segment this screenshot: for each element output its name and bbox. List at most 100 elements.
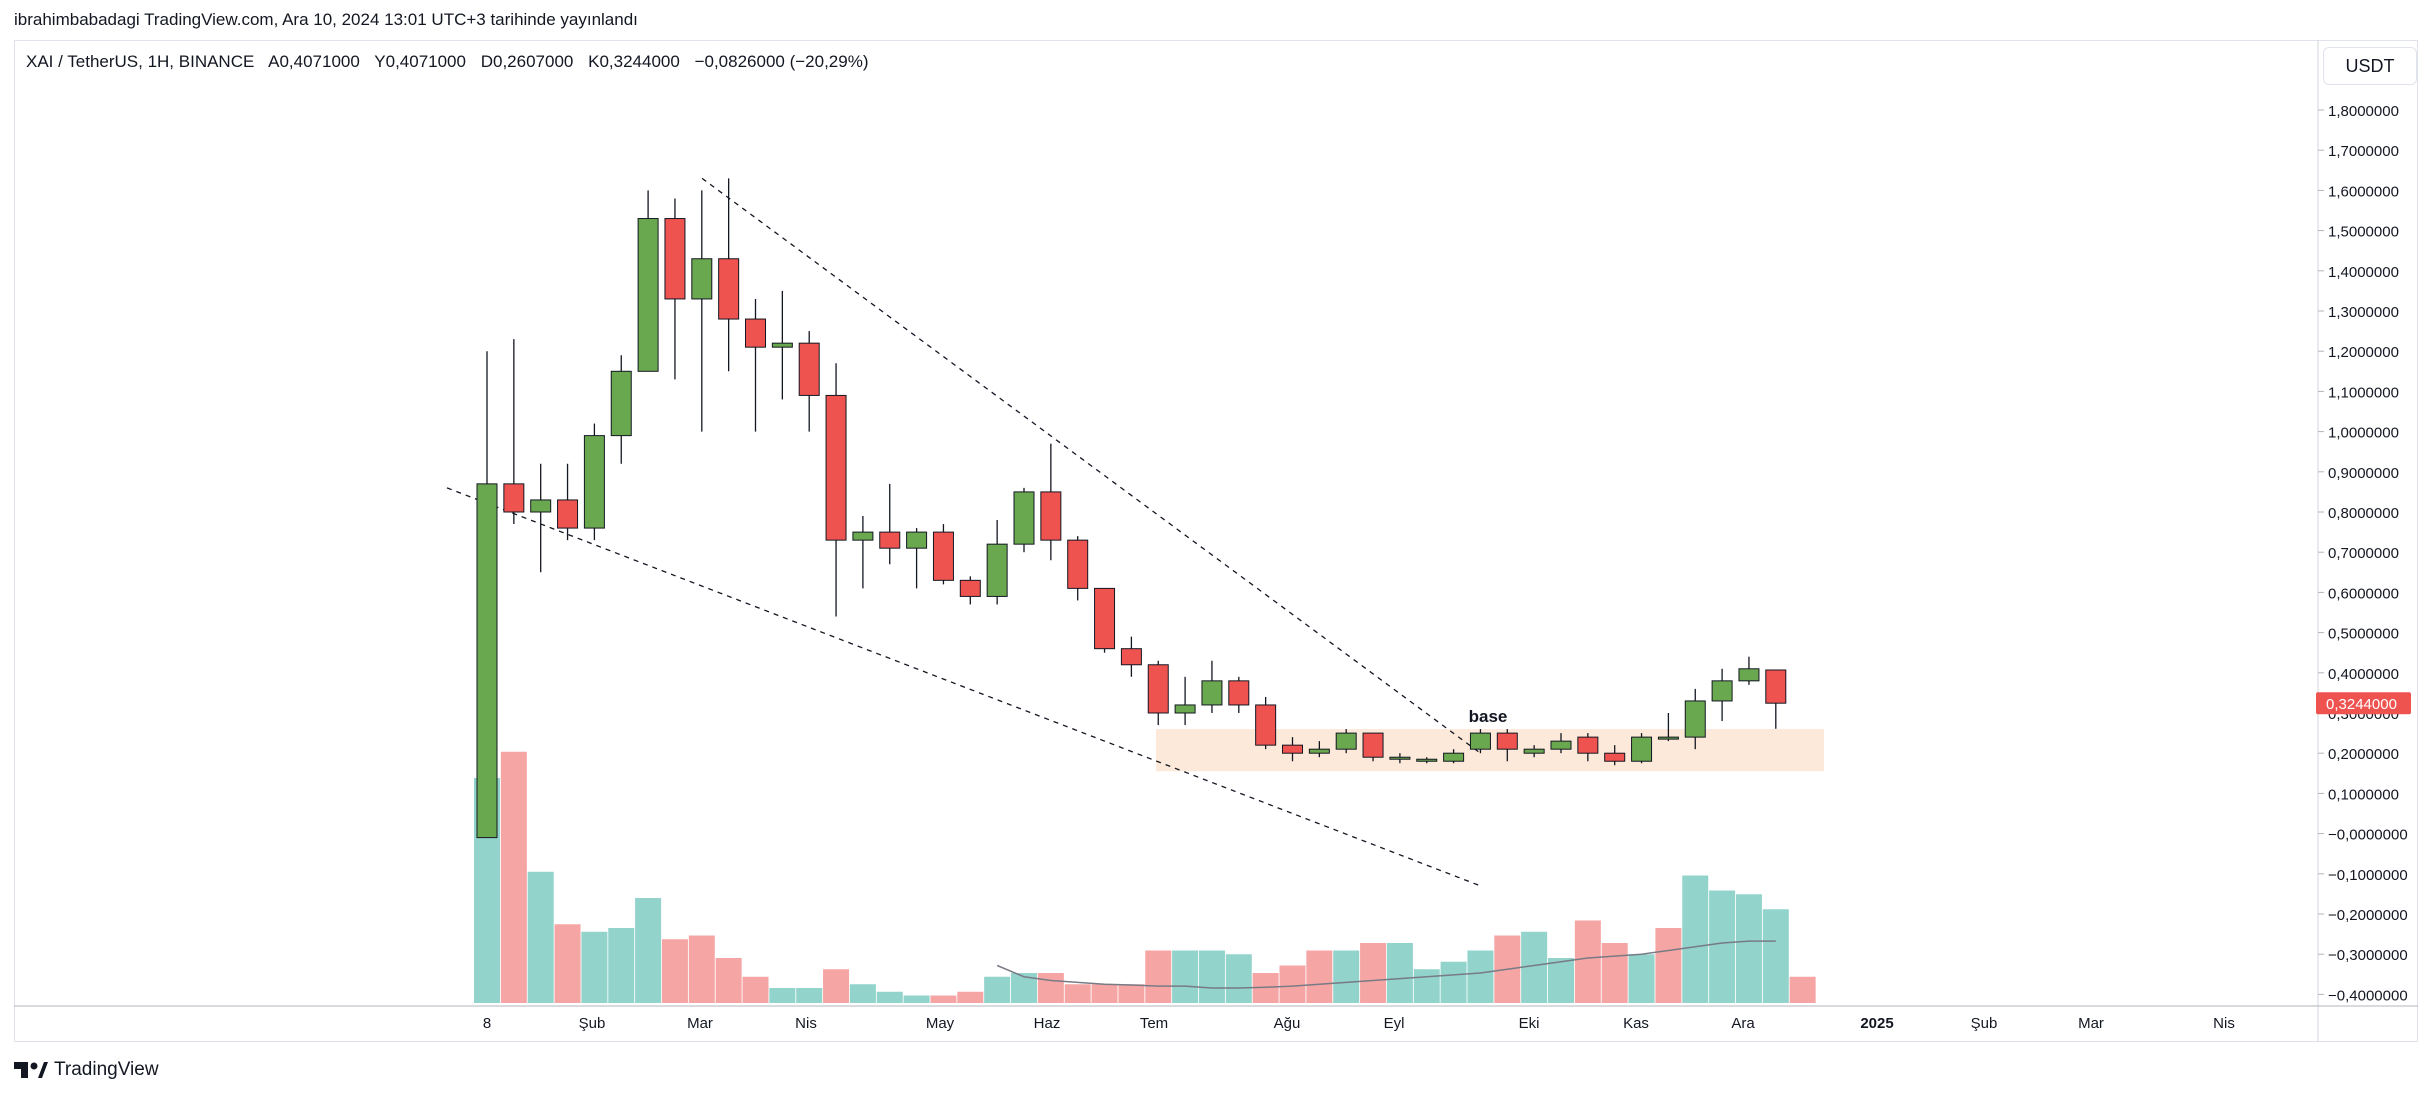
trendline — [446, 487, 1481, 887]
x-tick-label: 8 — [483, 1015, 491, 1032]
x-tick-label: 2025 — [1860, 1015, 1893, 1032]
tradingview-logo[interactable]: TradingView — [14, 1058, 159, 1082]
candle-body — [1147, 664, 1169, 714]
candle-body — [798, 342, 820, 396]
x-tick-label: Eyl — [1384, 1015, 1405, 1032]
y-tick-label: 1,2000000 — [2328, 344, 2399, 361]
ohlc-low: D0,2607000 — [480, 52, 574, 71]
y-tick-label: 0,7000000 — [2328, 545, 2399, 562]
candle-body — [825, 394, 847, 541]
candle-body — [1416, 758, 1438, 762]
volume-bar — [1145, 950, 1172, 1003]
y-tick-label: 1,6000000 — [2328, 183, 2399, 200]
volume-bar — [1172, 950, 1199, 1003]
y-tick-label: −0,1000000 — [2328, 867, 2408, 884]
volume-bar — [823, 969, 850, 1003]
candle-body — [1013, 491, 1035, 545]
volume-ma-line — [996, 940, 1776, 989]
candle-body — [1094, 587, 1116, 650]
y-tick-label: 1,3000000 — [2328, 304, 2399, 321]
volume-bar — [930, 995, 957, 1003]
tradingview-logo-text: TradingView — [54, 1059, 159, 1080]
volume-bar — [1386, 943, 1413, 1003]
candle-body — [1120, 648, 1142, 666]
candle-body — [557, 499, 579, 529]
candle-body — [664, 218, 686, 300]
tradingview-logo-icon — [14, 1062, 48, 1078]
candle-body — [1523, 748, 1545, 754]
y-tick-label: 1,4000000 — [2328, 264, 2399, 281]
x-tick-label: Kas — [1623, 1015, 1649, 1032]
volume-bar — [1279, 965, 1306, 1003]
candle-body — [1362, 732, 1384, 758]
x-tick-label: Tem — [1140, 1015, 1168, 1032]
volume-bar — [1413, 969, 1440, 1003]
candle-body — [1308, 748, 1330, 754]
candle-body — [1389, 756, 1411, 760]
candle-body — [1174, 704, 1196, 714]
candle-body — [1040, 491, 1062, 541]
x-tick-label: Eki — [1519, 1015, 1540, 1032]
candle-body — [1228, 680, 1250, 706]
symbol-legend: XAI / TetherUS, 1H, BINANCE A0,4071000 Y… — [26, 52, 878, 72]
publication-line: ibrahimbabadagi TradingView.com, Ara 10,… — [14, 10, 638, 29]
candle-body — [986, 543, 1008, 597]
ohlc-open: A0,4071000 — [268, 52, 360, 71]
candle-body — [1550, 740, 1572, 750]
x-tick-label: Ağu — [1274, 1015, 1301, 1032]
trendline — [701, 177, 1481, 754]
candle-body — [637, 218, 659, 372]
y-tick-label: 0,6000000 — [2328, 585, 2399, 602]
symbol-name[interactable]: XAI / TetherUS, 1H, BINANCE — [26, 52, 255, 71]
y-tick-label: 1,8000000 — [2328, 103, 2399, 120]
y-tick-label: 0,8000000 — [2328, 505, 2399, 522]
volume-bar — [715, 958, 742, 1003]
y-tick-label: 0,1000000 — [2328, 786, 2399, 803]
candle-body — [1711, 680, 1733, 702]
candle-body — [1684, 700, 1706, 738]
x-tick-label: Ara — [1731, 1015, 1755, 1032]
y-tick-label: 0,2000000 — [2328, 746, 2399, 763]
y-tick-label: −0,0000000 — [2328, 827, 2408, 844]
volume-bar — [1628, 954, 1655, 1003]
y-tick-label: 1,0000000 — [2328, 425, 2399, 442]
volume-bar — [554, 924, 581, 1003]
volume-bar — [1225, 954, 1252, 1003]
volume-bar — [1789, 976, 1816, 1003]
base-annotation: base — [1469, 707, 1508, 726]
volume-bar — [849, 984, 876, 1003]
currency-button[interactable]: USDT — [2323, 47, 2417, 85]
y-tick-label: −0,3000000 — [2328, 947, 2408, 964]
candle-body — [1604, 752, 1626, 762]
volume-bar — [1709, 890, 1736, 1003]
candle-body — [1496, 732, 1518, 750]
x-tick-label: Nis — [2213, 1015, 2235, 1032]
volume-bar — [1574, 920, 1601, 1003]
y-tick-label: 1,5000000 — [2328, 224, 2399, 241]
volume-bar — [635, 898, 662, 1003]
volume-bar — [796, 988, 823, 1003]
candle-body — [476, 483, 498, 839]
volume-bar — [1091, 984, 1118, 1003]
candle-body — [1335, 732, 1357, 750]
volume-bar — [769, 988, 796, 1003]
candle-body — [852, 531, 874, 541]
candle-body — [879, 531, 901, 549]
volume-bar — [1682, 875, 1709, 1003]
candle-body — [610, 370, 632, 437]
volume-bar — [957, 991, 984, 1003]
volume-bar — [1118, 984, 1145, 1003]
volume-bar — [903, 995, 930, 1003]
x-tick-label: Şub — [579, 1015, 606, 1032]
y-tick-label: 0,5000000 — [2328, 626, 2399, 643]
volume-bar — [876, 991, 903, 1003]
candle-body — [1201, 680, 1223, 706]
y-tick-label: 0,9000000 — [2328, 465, 2399, 482]
volume-bar — [1306, 950, 1333, 1003]
volume-bar — [1467, 950, 1494, 1003]
candle-body — [691, 258, 713, 300]
candle-body — [906, 531, 928, 549]
y-tick-label: −0,4000000 — [2328, 987, 2408, 1004]
candle-body — [745, 318, 766, 348]
